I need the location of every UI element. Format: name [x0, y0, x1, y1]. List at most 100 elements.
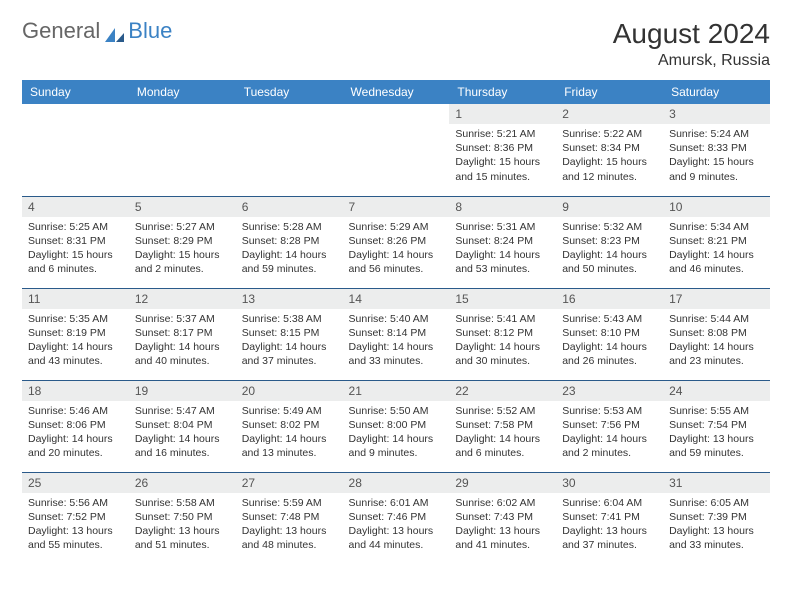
calendar-cell: 6Sunrise: 5:28 AMSunset: 8:28 PMDaylight… — [236, 196, 343, 288]
sail-icon — [104, 23, 126, 39]
day-details: Sunrise: 5:27 AMSunset: 8:29 PMDaylight:… — [129, 217, 236, 280]
sunrise-text: Sunrise: 5:49 AM — [242, 404, 337, 418]
daylight-text: Daylight: 14 hours and 9 minutes. — [349, 432, 444, 460]
sunrise-text: Sunrise: 5:29 AM — [349, 220, 444, 234]
day-number: 29 — [449, 473, 556, 493]
calendar-cell: 16Sunrise: 5:43 AMSunset: 8:10 PMDayligh… — [556, 288, 663, 380]
col-monday: Monday — [129, 80, 236, 104]
daylight-text: Daylight: 15 hours and 9 minutes. — [669, 155, 764, 183]
day-number: 22 — [449, 381, 556, 401]
calendar-cell: 31Sunrise: 6:05 AMSunset: 7:39 PMDayligh… — [663, 472, 770, 564]
daylight-text: Daylight: 13 hours and 59 minutes. — [669, 432, 764, 460]
daylight-text: Daylight: 14 hours and 26 minutes. — [562, 340, 657, 368]
calendar-cell: 25Sunrise: 5:56 AMSunset: 7:52 PMDayligh… — [22, 472, 129, 564]
day-details: Sunrise: 5:46 AMSunset: 8:06 PMDaylight:… — [22, 401, 129, 464]
day-details: Sunrise: 5:43 AMSunset: 8:10 PMDaylight:… — [556, 309, 663, 372]
calendar-cell: 13Sunrise: 5:38 AMSunset: 8:15 PMDayligh… — [236, 288, 343, 380]
sunrise-text: Sunrise: 6:05 AM — [669, 496, 764, 510]
daylight-text: Daylight: 14 hours and 6 minutes. — [455, 432, 550, 460]
day-details: Sunrise: 5:58 AMSunset: 7:50 PMDaylight:… — [129, 493, 236, 556]
day-number: 21 — [343, 381, 450, 401]
day-number: 30 — [556, 473, 663, 493]
day-details: Sunrise: 5:56 AMSunset: 7:52 PMDaylight:… — [22, 493, 129, 556]
brand-part2: Blue — [128, 18, 172, 44]
daylight-text: Daylight: 13 hours and 48 minutes. — [242, 524, 337, 552]
day-number: 23 — [556, 381, 663, 401]
sunset-text: Sunset: 8:15 PM — [242, 326, 337, 340]
sunset-text: Sunset: 7:39 PM — [669, 510, 764, 524]
daylight-text: Daylight: 14 hours and 13 minutes. — [242, 432, 337, 460]
sunrise-text: Sunrise: 5:44 AM — [669, 312, 764, 326]
daylight-text: Daylight: 14 hours and 46 minutes. — [669, 248, 764, 276]
sunrise-text: Sunrise: 5:40 AM — [349, 312, 444, 326]
sunset-text: Sunset: 7:54 PM — [669, 418, 764, 432]
calendar-cell: 22 Sunrise: 5:52 AMSunset: 7:58 PMDayligh… — [449, 380, 556, 472]
daylight-text: Daylight: 14 hours and 50 minutes. — [562, 248, 657, 276]
sunset-text: Sunset: 8:31 PM — [28, 234, 123, 248]
calendar-cell — [129, 104, 236, 196]
day-header-row: Sunday Monday Tuesday Wednesday Thursday… — [22, 80, 770, 104]
calendar-cell: 15Sunrise: 5:41 AMSunset: 8:12 PMDayligh… — [449, 288, 556, 380]
daylight-text: Daylight: 14 hours and 53 minutes. — [455, 248, 550, 276]
daylight-text: Daylight: 15 hours and 2 minutes. — [135, 248, 230, 276]
sunrise-text: Sunrise: 5:34 AM — [669, 220, 764, 234]
calendar-row: 4Sunrise: 5:25 AMSunset: 8:31 PMDaylight… — [22, 196, 770, 288]
day-number: 17 — [663, 289, 770, 309]
sunset-text: Sunset: 8:02 PM — [242, 418, 337, 432]
sunset-text: Sunset: 8:29 PM — [135, 234, 230, 248]
day-details: Sunrise: 6:04 AMSunset: 7:41 PMDaylight:… — [556, 493, 663, 556]
sunset-text: Sunset: 7:46 PM — [349, 510, 444, 524]
day-number: 25 — [22, 473, 129, 493]
day-details: Sunrise: 5:47 AMSunset: 8:04 PMDaylight:… — [129, 401, 236, 464]
calendar-cell: 14Sunrise: 5:40 AMSunset: 8:14 PMDayligh… — [343, 288, 450, 380]
sunset-text: Sunset: 8:17 PM — [135, 326, 230, 340]
day-details: Sunrise: 5:38 AMSunset: 8:15 PMDaylight:… — [236, 309, 343, 372]
day-number: 27 — [236, 473, 343, 493]
calendar-cell: 2Sunrise: 5:22 AMSunset: 8:34 PMDaylight… — [556, 104, 663, 196]
calendar-cell: 21Sunrise: 5:50 AMSunset: 8:00 PMDayligh… — [343, 380, 450, 472]
day-number: 19 — [129, 381, 236, 401]
day-details: Sunrise: 5:37 AMSunset: 8:17 PMDaylight:… — [129, 309, 236, 372]
day-number: 24 — [663, 381, 770, 401]
brand-logo: General Blue — [22, 18, 172, 44]
day-details: Sunrise: 5:55 AMSunset: 7:54 PMDaylight:… — [663, 401, 770, 464]
day-details: Sunrise: 5:50 AMSunset: 8:00 PMDaylight:… — [343, 401, 450, 464]
day-details: Sunrise: 5:40 AMSunset: 8:14 PMDaylight:… — [343, 309, 450, 372]
daylight-text: Daylight: 15 hours and 12 minutes. — [562, 155, 657, 183]
day-details: Sunrise: 5:21 AMSunset: 8:36 PMDaylight:… — [449, 124, 556, 187]
sunrise-text: Sunrise: 5:52 AM — [455, 404, 550, 418]
day-details: Sunrise: 5:34 AMSunset: 8:21 PMDaylight:… — [663, 217, 770, 280]
calendar-cell: 9Sunrise: 5:32 AMSunset: 8:23 PMDaylight… — [556, 196, 663, 288]
day-details: Sunrise: 5:44 AMSunset: 8:08 PMDaylight:… — [663, 309, 770, 372]
sunset-text: Sunset: 8:10 PM — [562, 326, 657, 340]
calendar-cell: 19Sunrise: 5:47 AMSunset: 8:04 PMDayligh… — [129, 380, 236, 472]
sunrise-text: Sunrise: 5:46 AM — [28, 404, 123, 418]
calendar-cell: 1Sunrise: 5:21 AMSunset: 8:36 PMDaylight… — [449, 104, 556, 196]
calendar-cell — [22, 104, 129, 196]
calendar-cell: 26Sunrise: 5:58 AMSunset: 7:50 PMDayligh… — [129, 472, 236, 564]
calendar-cell: 5Sunrise: 5:27 AMSunset: 8:29 PMDaylight… — [129, 196, 236, 288]
day-details: Sunrise: 5:25 AMSunset: 8:31 PMDaylight:… — [22, 217, 129, 280]
daylight-text: Daylight: 13 hours and 51 minutes. — [135, 524, 230, 552]
daylight-text: Daylight: 14 hours and 59 minutes. — [242, 248, 337, 276]
col-wednesday: Wednesday — [343, 80, 450, 104]
day-number: 9 — [556, 197, 663, 217]
sunrise-text: Sunrise: 5:35 AM — [28, 312, 123, 326]
day-details: Sunrise: 5:28 AMSunset: 8:28 PMDaylight:… — [236, 217, 343, 280]
sunrise-text: Sunrise: 5:56 AM — [28, 496, 123, 510]
sunrise-text: Sunrise: 5:25 AM — [28, 220, 123, 234]
daylight-text: Daylight: 14 hours and 37 minutes. — [242, 340, 337, 368]
day-details: Sunrise: 5:32 AMSunset: 8:23 PMDaylight:… — [556, 217, 663, 280]
daylight-text: Daylight: 14 hours and 16 minutes. — [135, 432, 230, 460]
sunrise-text: Sunrise: 5:59 AM — [242, 496, 337, 510]
day-number: 31 — [663, 473, 770, 493]
day-details: Sunrise: 5:53 AMSunset: 7:56 PMDaylight:… — [556, 401, 663, 464]
sunset-text: Sunset: 7:58 PM — [455, 418, 550, 432]
day-number: 15 — [449, 289, 556, 309]
day-details: Sunrise: 6:01 AMSunset: 7:46 PMDaylight:… — [343, 493, 450, 556]
daylight-text: Daylight: 13 hours and 44 minutes. — [349, 524, 444, 552]
calendar-cell: 4Sunrise: 5:25 AMSunset: 8:31 PMDaylight… — [22, 196, 129, 288]
sunrise-text: Sunrise: 5:27 AM — [135, 220, 230, 234]
sunrise-text: Sunrise: 5:43 AM — [562, 312, 657, 326]
daylight-text: Daylight: 14 hours and 43 minutes. — [28, 340, 123, 368]
